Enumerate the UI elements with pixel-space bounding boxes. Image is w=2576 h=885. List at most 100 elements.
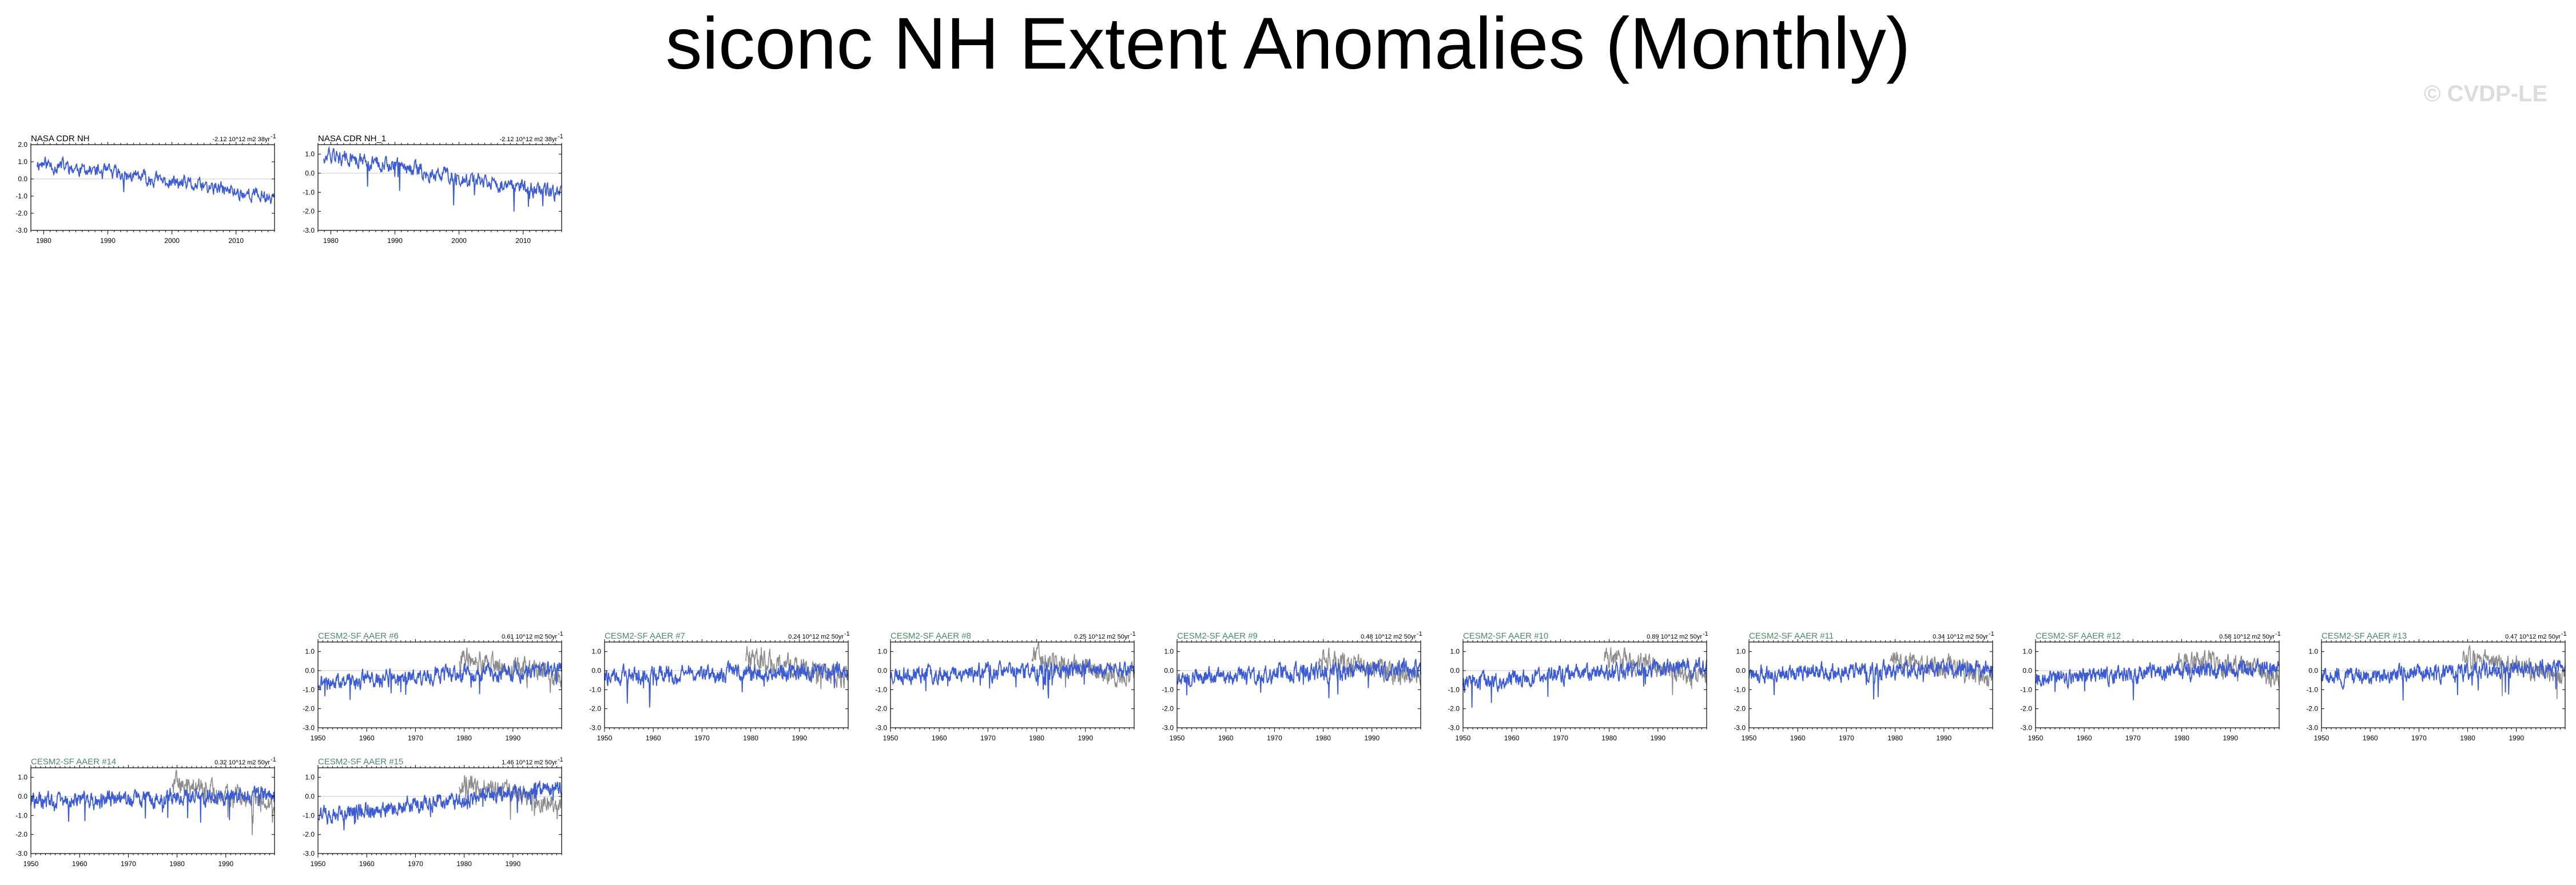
y-tick-label: -3.0 xyxy=(2020,724,2032,732)
y-tick-label: -1.0 xyxy=(875,685,887,693)
chart-panel: CESM2-SF AAER #12 0.58 10^12 m2 50yr -1 1.0… xyxy=(2020,631,2281,742)
series-line xyxy=(317,780,562,831)
x-tick-label: 1970 xyxy=(1839,734,1854,742)
chart-panel: CESM2-SF AAER #11 0.34 10^12 m2 50yr -1 1.0… xyxy=(1734,631,1994,742)
trend-label: 0.24 10^12 m2 50yr xyxy=(788,633,844,640)
y-tick-label: -2.0 xyxy=(2306,705,2318,713)
x-tick-label: 1990 xyxy=(100,237,116,245)
y-tick-label: 0.0 xyxy=(2022,667,2032,675)
plot-frame xyxy=(2321,641,2566,728)
y-tick-label: 1.0 xyxy=(2308,648,2318,656)
trend-label: 0.34 10^12 m2 50yr xyxy=(1933,633,1988,640)
x-tick-label: 2000 xyxy=(164,237,180,245)
trend-label: 0.89 10^12 m2 50yr xyxy=(1647,633,1702,640)
x-tick-label: 1980 xyxy=(456,734,472,742)
x-tick-label: 1980 xyxy=(2174,734,2189,742)
series-line xyxy=(30,786,275,823)
x-tick-label: 1990 xyxy=(792,734,807,742)
x-tick-label: 1950 xyxy=(2314,734,2329,742)
plot-frame xyxy=(30,767,275,854)
y-tick-label: -2.0 xyxy=(875,705,887,713)
y-tick-label: 1.0 xyxy=(305,648,315,656)
y-tick-label: -1.0 xyxy=(15,811,27,819)
x-tick-label: 1980 xyxy=(1029,734,1044,742)
y-tick-label: -2.0 xyxy=(1162,705,1174,713)
panel-title: NASA CDR NH_1 xyxy=(318,134,386,143)
y-tick-label: -2.0 xyxy=(1448,705,1460,713)
plot-frame xyxy=(30,144,275,231)
y-tick-label: 0.0 xyxy=(877,667,887,675)
trend-label: -2.12 10^12 m2 38yr xyxy=(212,136,270,143)
x-tick-label: 1980 xyxy=(1315,734,1331,742)
chart-panel: CESM2-SF AAER #9 0.48 10^12 m2 50yr -1 1.0 0… xyxy=(1162,631,1422,742)
trend-superscript: -1 xyxy=(844,631,850,637)
y-tick-label: -1.0 xyxy=(589,685,601,693)
y-tick-label: 1.0 xyxy=(877,648,887,656)
panel-title: NASA CDR NH xyxy=(31,134,90,143)
trend-superscript: -1 xyxy=(2561,631,2567,637)
x-tick-label: 1950 xyxy=(597,734,613,742)
y-tick-label: -1.0 xyxy=(303,188,315,196)
trend-superscript: -1 xyxy=(558,756,563,763)
chart-panel: CESM2-SF AAER #8 0.25 10^12 m2 50yr -1 1.0 0… xyxy=(875,631,1136,742)
y-tick-label: 0.0 xyxy=(1450,667,1460,675)
trend-superscript: -1 xyxy=(2275,631,2281,637)
chart-panel: CESM2-SF AAER #6 0.61 10^12 m2 50yr -1 1.0 0… xyxy=(303,631,563,742)
series-line xyxy=(317,661,562,700)
y-tick-label: -3.0 xyxy=(303,850,315,858)
x-tick-label: 1970 xyxy=(121,860,136,868)
x-tick-label: 1950 xyxy=(1456,734,1471,742)
trend-superscript: -1 xyxy=(1703,631,1708,637)
panel-title: CESM2-SF AAER #12 xyxy=(2036,631,2121,641)
series-line xyxy=(604,659,849,708)
plot-frame xyxy=(2035,641,2280,728)
y-tick-label: 0.0 xyxy=(1164,667,1174,675)
y-tick-label: -1.0 xyxy=(2020,685,2032,693)
chart-panel: NASA CDR NH -2.12 10^12 m2 38yr -1 2.0 1.0 0.… xyxy=(15,133,276,245)
x-tick-label: 1950 xyxy=(1742,734,1757,742)
y-tick-label: 0.0 xyxy=(2308,667,2318,675)
y-tick-label: -3.0 xyxy=(15,226,27,234)
x-tick-label: 1970 xyxy=(408,860,423,868)
x-tick-label: 1970 xyxy=(2411,734,2427,742)
x-tick-label: 1960 xyxy=(2077,734,2092,742)
series-line xyxy=(890,659,1135,699)
y-tick-label: -3.0 xyxy=(303,724,315,732)
y-tick-label: 2.0 xyxy=(18,141,27,149)
y-tick-label: -2.0 xyxy=(303,705,315,713)
x-tick-label: 2010 xyxy=(515,237,531,245)
x-tick-label: 1990 xyxy=(2223,734,2238,742)
x-tick-label: 1990 xyxy=(2509,734,2524,742)
y-tick-label: -2.0 xyxy=(589,705,601,713)
x-tick-label: 1950 xyxy=(311,860,326,868)
x-tick-label: 1950 xyxy=(23,860,39,868)
y-tick-label: 0.0 xyxy=(305,667,315,675)
y-tick-label: -3.0 xyxy=(1734,724,1746,732)
x-tick-label: 1990 xyxy=(218,860,233,868)
x-tick-label: 1990 xyxy=(1364,734,1380,742)
x-tick-label: 1960 xyxy=(646,734,661,742)
obs-overlay-line xyxy=(1890,651,1993,687)
y-tick-label: -3.0 xyxy=(875,724,887,732)
x-tick-label: 2000 xyxy=(451,237,467,245)
chart-panel: CESM2-SF AAER #7 0.24 10^12 m2 50yr -1 1.0 0… xyxy=(589,631,850,742)
chart-panel: NASA CDR NH_1 -2.12 10^12 m2 38yr -1 1.0 0.0… xyxy=(303,133,563,245)
y-tick-label: 1.0 xyxy=(305,774,315,782)
y-tick-label: -1.0 xyxy=(2306,685,2318,693)
y-tick-label: -1.0 xyxy=(303,811,315,819)
y-tick-label: -3.0 xyxy=(303,226,315,234)
series-line xyxy=(2035,657,2280,700)
trend-label: -2.12 10^12 m2 38yr xyxy=(499,136,557,143)
x-tick-label: 1980 xyxy=(169,860,185,868)
y-tick-label: -2.0 xyxy=(2020,705,2032,713)
y-tick-label: -2.0 xyxy=(15,209,27,217)
panel-title: CESM2-SF AAER #8 xyxy=(891,631,971,641)
x-tick-label: 1960 xyxy=(359,734,375,742)
panel-title: CESM2-SF AAER #13 xyxy=(2321,631,2407,641)
y-tick-label: -3.0 xyxy=(2306,724,2318,732)
y-tick-label: 1.0 xyxy=(591,648,601,656)
trend-superscript: -1 xyxy=(1130,631,1136,637)
x-tick-label: 1990 xyxy=(1936,734,1951,742)
y-tick-label: -1.0 xyxy=(303,685,315,693)
